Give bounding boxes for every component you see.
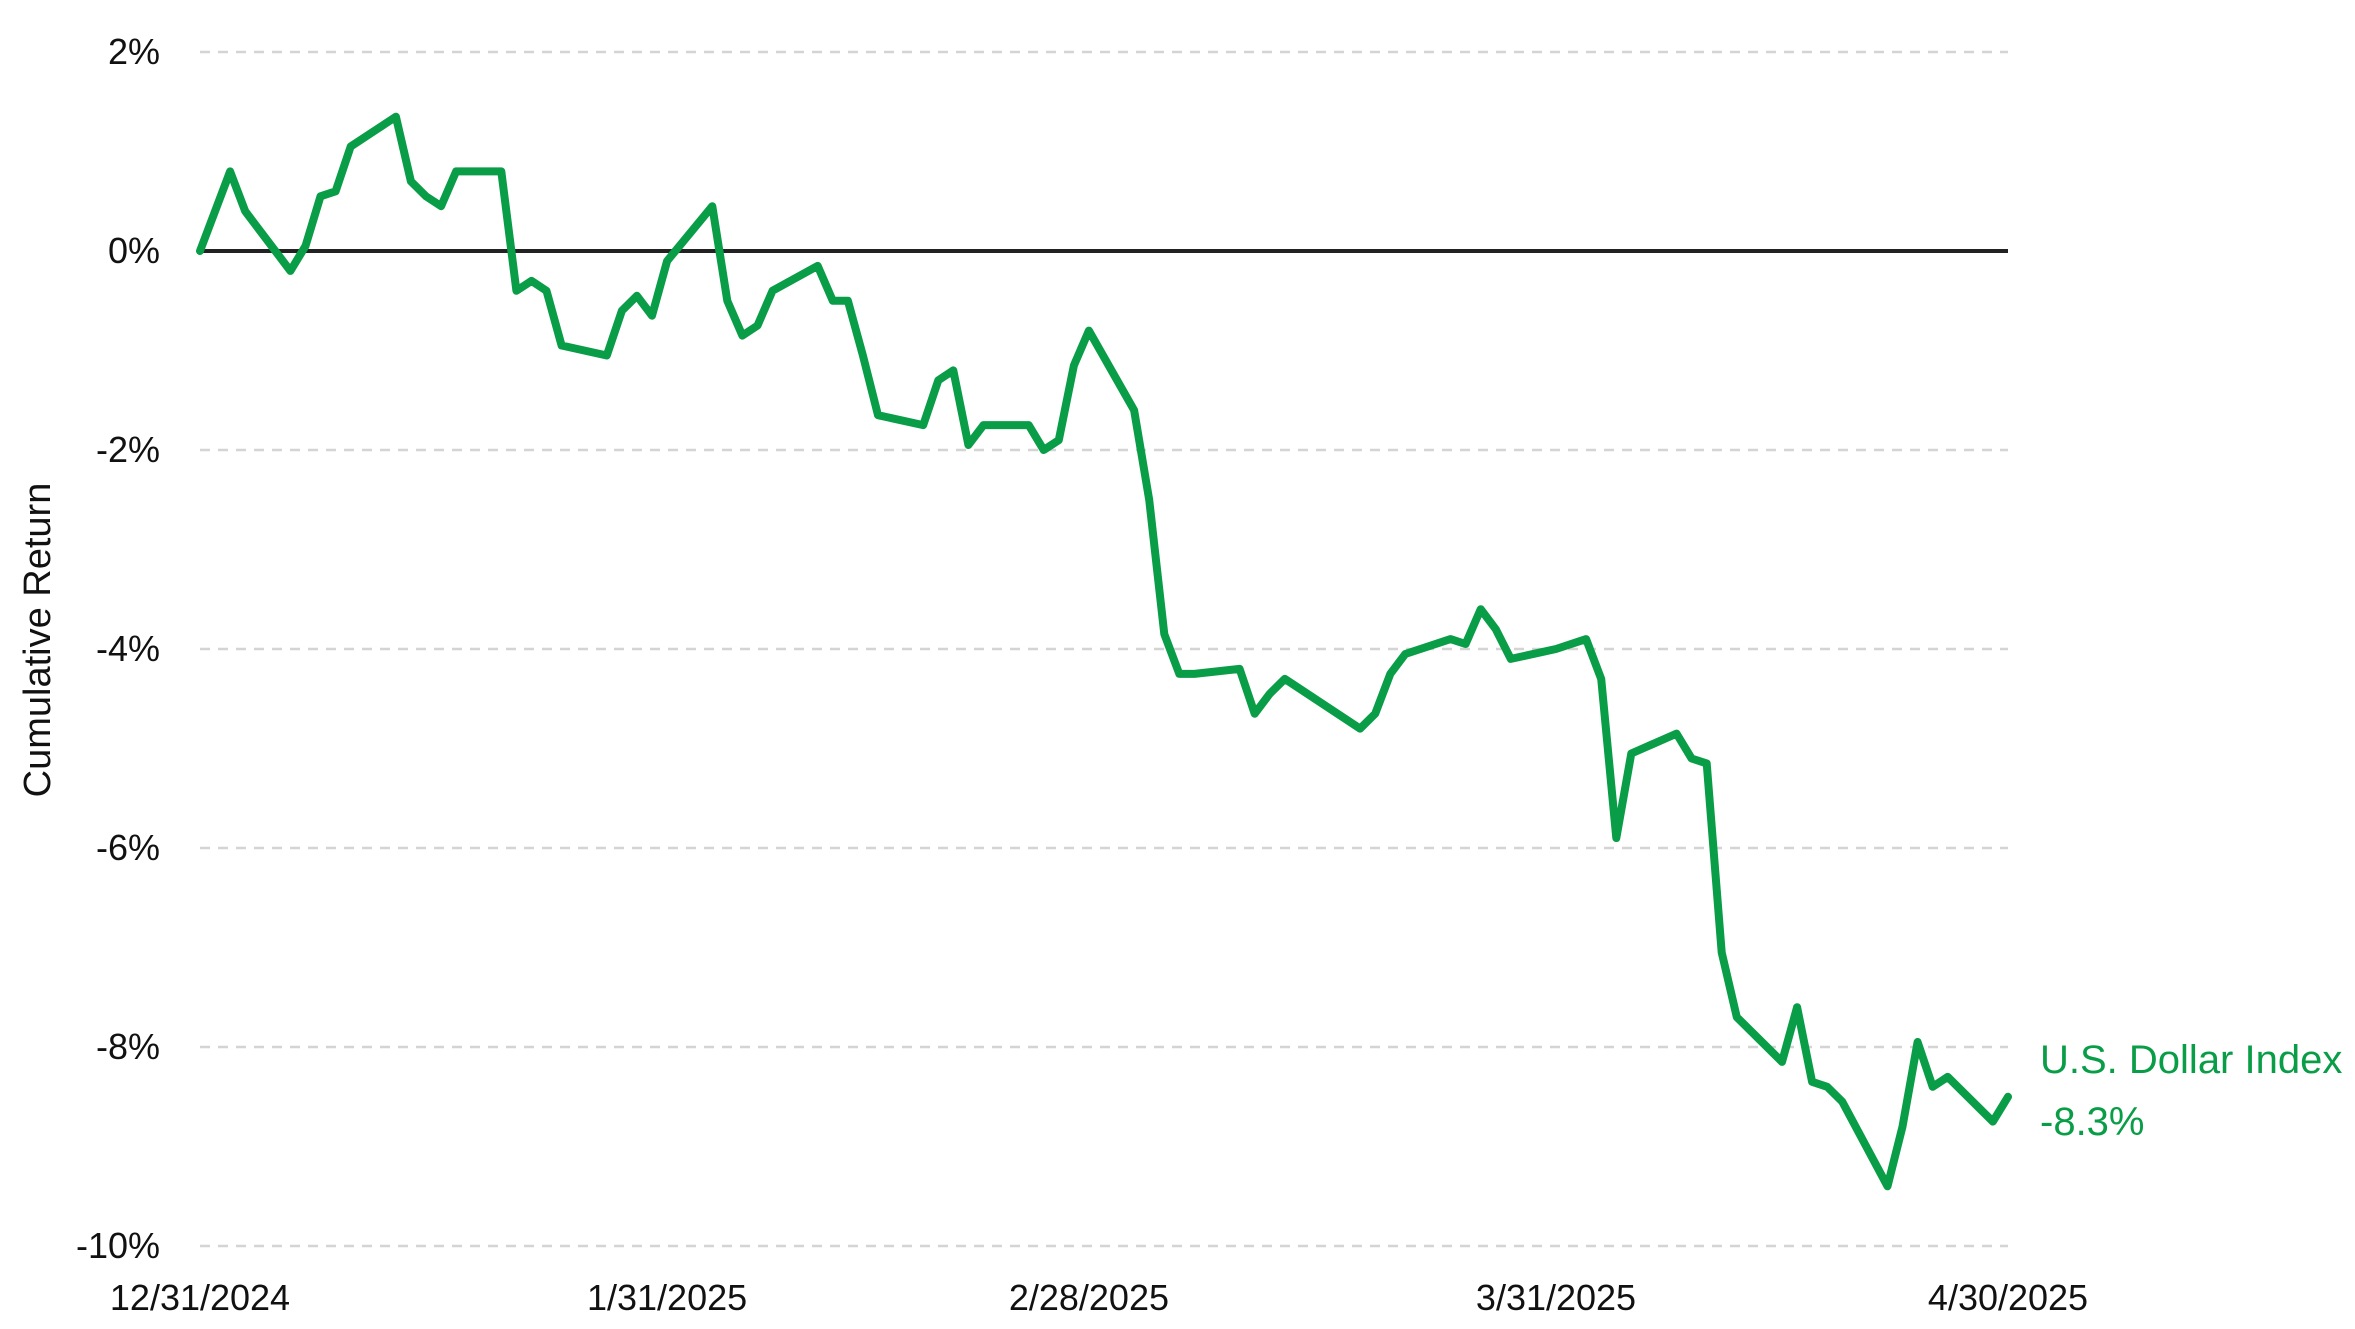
x-axis-ticks: 12/31/2024 1/31/2025 2/28/2025 3/31/2025 4/3… [110, 1277, 2088, 1318]
y-tick-label: -4% [96, 628, 160, 669]
y-axis-label: Cumulative Return [17, 483, 59, 798]
y-tick-label: 0% [108, 230, 160, 271]
y-tick-label: -8% [96, 1026, 160, 1067]
x-tick-label: 2/28/2025 [1009, 1277, 1169, 1318]
y-tick-label: -2% [96, 429, 160, 470]
series-labels: U.S. Dollar Index -8.3% [2040, 1038, 2342, 1144]
x-tick-label: 1/31/2025 [587, 1277, 747, 1318]
series-final-value-label: -8.3% [2040, 1100, 2145, 1144]
y-tick-label: 2% [108, 31, 160, 72]
y-axis-ticks: 2% 0% -2% -4% -6% -8% -10% [76, 31, 160, 1266]
y-tick-label: -6% [96, 827, 160, 868]
x-tick-label: 12/31/2024 [110, 1277, 290, 1318]
series-name-label: U.S. Dollar Index [2040, 1038, 2342, 1082]
x-tick-label: 3/31/2025 [1476, 1277, 1636, 1318]
gridlines [200, 50, 2008, 1248]
series-line [196, 112, 2012, 1191]
x-tick-label: 4/30/2025 [1928, 1277, 2088, 1318]
y-tick-label: -10% [76, 1225, 160, 1266]
series-layer [196, 112, 2012, 1191]
